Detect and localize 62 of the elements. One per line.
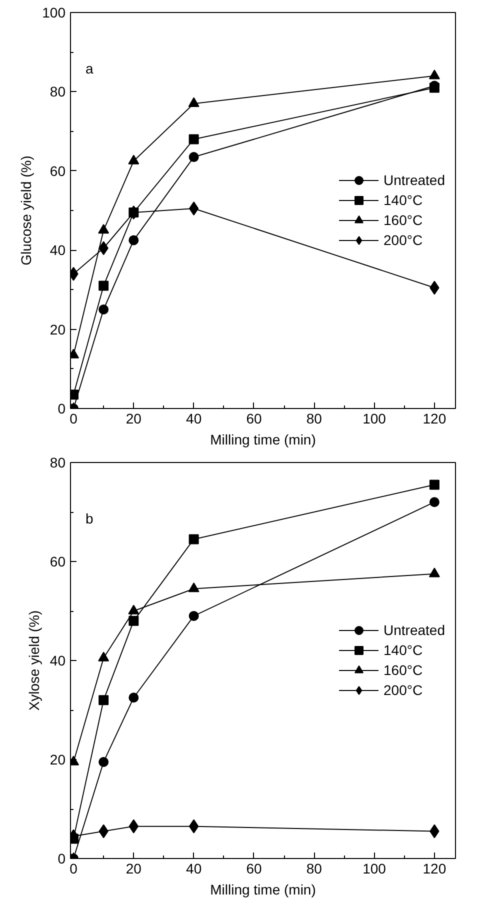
x-tick-label: 60: [246, 410, 262, 426]
x-tick-label: 0: [70, 410, 78, 426]
point: [128, 604, 140, 614]
x-tick-label: 80: [306, 410, 322, 426]
point: [188, 202, 199, 216]
y-tick-label: 40: [50, 242, 66, 258]
y-tick-label: 0: [58, 850, 66, 866]
point: [188, 152, 199, 162]
point: [428, 70, 440, 80]
x-tick-label: 0: [70, 860, 78, 876]
y-tick-label: 20: [50, 321, 66, 338]
point: [98, 652, 110, 662]
y-tick-label: 80: [50, 454, 66, 470]
x-tick-label: 80: [306, 860, 322, 876]
legend-label: 160°C: [384, 662, 423, 678]
y-axis-title: Glucose yield (%): [18, 156, 34, 266]
point: [98, 280, 109, 291]
x-tick-label: 120: [422, 860, 446, 876]
y-tick-label: 0: [58, 400, 66, 416]
point: [128, 154, 140, 164]
x-tick-label: 100: [362, 860, 386, 876]
point: [188, 819, 199, 834]
legend-label: 200°C: [384, 232, 423, 248]
point: [428, 568, 440, 578]
point: [128, 692, 139, 703]
x-axis-title: Milling time (min): [210, 882, 316, 898]
x-tick-label: 40: [186, 860, 202, 876]
y-tick-label: 60: [50, 162, 66, 179]
point: [98, 756, 109, 767]
y-tick-label: 100: [42, 4, 66, 20]
point: [188, 582, 200, 592]
point: [188, 534, 199, 544]
x-tick-label: 20: [126, 860, 142, 876]
point: [98, 224, 110, 234]
legend-label: 140°C: [384, 192, 423, 208]
point: [188, 97, 200, 107]
annotation: a: [86, 60, 94, 76]
y-axis-title: Xylose yield (%): [26, 610, 42, 711]
legend-label: 160°C: [384, 212, 423, 228]
y-tick-label: 60: [50, 554, 66, 570]
point: [188, 610, 199, 621]
x-tick-label: 120: [422, 410, 446, 426]
x-tick-label: 60: [246, 860, 262, 876]
y-tick-label: 40: [50, 652, 66, 668]
x-axis-title: Milling time (min): [210, 432, 316, 448]
point: [128, 616, 139, 626]
point: [429, 497, 440, 508]
point: [188, 134, 199, 144]
x-tick-label: 20: [126, 410, 142, 426]
legend-label: 140°C: [384, 642, 423, 658]
y-tick-label: 20: [50, 752, 66, 768]
point: [128, 235, 139, 246]
annotation: b: [86, 510, 94, 526]
legend-label: Untreated: [384, 622, 445, 638]
x-tick-label: 40: [186, 410, 202, 426]
x-tick-label: 100: [362, 410, 386, 426]
legend-label: 200°C: [384, 682, 423, 698]
y-tick-label: 80: [50, 84, 66, 100]
point: [429, 480, 440, 490]
point: [98, 304, 109, 314]
legend-label: Untreated: [384, 172, 445, 188]
point: [98, 695, 109, 706]
